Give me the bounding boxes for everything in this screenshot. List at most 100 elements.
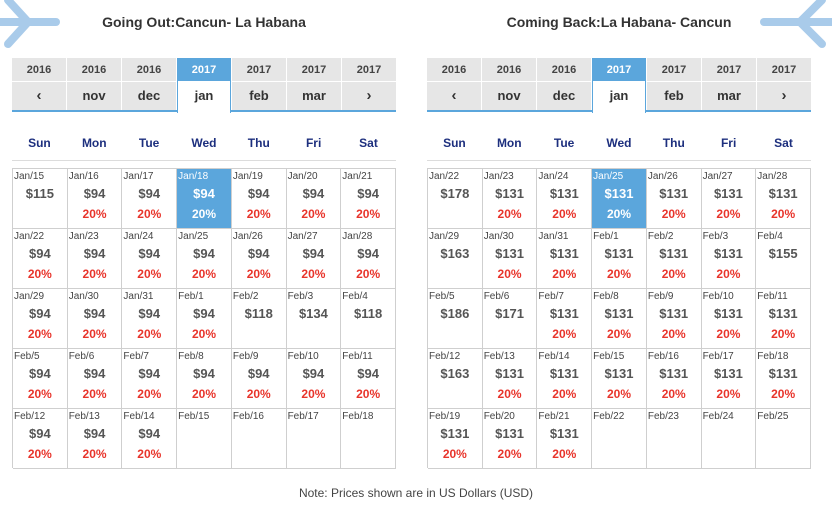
day-price: $131: [768, 186, 798, 201]
calendar-day-cell[interactable]: Feb/6 $171: [482, 289, 538, 349]
calendar-day-cell[interactable]: Jan/23 $131 20%: [482, 169, 538, 229]
month-tab-feb[interactable]: 2017 feb: [647, 58, 701, 110]
day-price: $131: [659, 186, 689, 201]
calendar-day-cell[interactable]: Feb/14 $131 20%: [537, 349, 593, 409]
calendar-day-cell[interactable]: Feb/11 $131 20%: [756, 289, 811, 349]
calendar-day-cell[interactable]: Feb/7 $131 20%: [537, 289, 593, 349]
prev-month-button[interactable]: 2016 ‹: [427, 58, 481, 110]
calendar-day-cell[interactable]: Feb/12 $94 20%: [13, 409, 68, 469]
calendar-day-cell[interactable]: Jan/27 $94 20%: [286, 229, 342, 289]
month-tab-feb[interactable]: 2017 feb: [232, 58, 286, 110]
calendar-day-cell[interactable]: Jan/15 $115: [13, 169, 68, 229]
calendar-day-cell[interactable]: Feb/15 $131 20%: [592, 349, 647, 409]
month-tab-mar[interactable]: 2017 mar: [287, 58, 341, 110]
calendar-day-cell[interactable]: Jan/28 $94 20%: [341, 229, 396, 289]
calendar-day-cell[interactable]: Feb/4 $118: [341, 289, 396, 349]
calendar-day-cell[interactable]: Feb/17 $131 20%: [701, 349, 757, 409]
calendar-day-cell[interactable]: Feb/16: [231, 409, 287, 469]
day-date: Jan/27: [702, 171, 733, 182]
day-price: $94: [138, 426, 161, 441]
calendar-day-cell[interactable]: Feb/19 $131 20%: [428, 409, 483, 469]
calendar-day-cell[interactable]: Feb/8 $94 20%: [177, 349, 232, 409]
calendar-day-cell[interactable]: Feb/5 $94 20%: [13, 349, 68, 409]
calendar-day-cell[interactable]: Feb/18 $131 20%: [756, 349, 811, 409]
month-tab-nov[interactable]: 2016 nov: [67, 58, 121, 110]
calendar-day-cell[interactable]: Feb/21 $131 20%: [537, 409, 593, 469]
calendar-day-cell[interactable]: Feb/24: [701, 409, 757, 469]
calendar-day-cell[interactable]: Feb/15: [177, 409, 232, 469]
calendar-day-cell[interactable]: Feb/6 $94 20%: [67, 349, 123, 409]
calendar-day-cell[interactable]: Jan/21 $94 20%: [341, 169, 396, 229]
month-tab-jan[interactable]: 2017 jan: [177, 58, 231, 113]
calendar-day-cell[interactable]: Jan/27 $131 20%: [701, 169, 757, 229]
calendar-day-cell[interactable]: Jan/18 $94 20%: [177, 169, 232, 229]
calendar-day-cell[interactable]: Feb/5 $186: [428, 289, 483, 349]
calendar-day-cell[interactable]: Feb/7 $94 20%: [122, 349, 178, 409]
calendar-day-cell[interactable]: Jan/23 $94 20%: [67, 229, 123, 289]
calendar-day-cell[interactable]: Feb/11 $94 20%: [341, 349, 396, 409]
calendar-day-cell[interactable]: Feb/2 $131 20%: [646, 229, 702, 289]
day-date: Feb/25: [757, 411, 789, 422]
calendar-day-cell[interactable]: Feb/17: [286, 409, 342, 469]
day-price: $118: [244, 306, 273, 321]
calendar-day-cell[interactable]: Jan/24 $94 20%: [122, 229, 178, 289]
calendar-day-cell[interactable]: Jan/31 $131 20%: [537, 229, 593, 289]
calendar-day-cell[interactable]: Feb/3 $131 20%: [701, 229, 757, 289]
calendar-day-cell[interactable]: Jan/25 $131 20%: [592, 169, 647, 229]
day-price: $94: [193, 246, 215, 261]
calendar-day-cell[interactable]: Jan/25 $94 20%: [177, 229, 232, 289]
calendar-day-cell[interactable]: Feb/3 $134: [286, 289, 342, 349]
day-price: $186: [440, 306, 470, 321]
discount-badge: 20%: [716, 267, 741, 281]
calendar-day-cell[interactable]: Jan/30 $131 20%: [482, 229, 538, 289]
month-tab-nov[interactable]: 2016 nov: [482, 58, 536, 110]
calendar-day-cell[interactable]: Feb/1 $94 20%: [177, 289, 232, 349]
month-tab-dec[interactable]: 2016 dec: [537, 58, 591, 110]
calendar-day-cell[interactable]: Jan/24 $131 20%: [537, 169, 593, 229]
calendar-day-cell[interactable]: Feb/9 $94 20%: [231, 349, 287, 409]
chevron-right-icon: ›: [366, 87, 372, 104]
calendar-day-cell[interactable]: Jan/17 $94 20%: [122, 169, 178, 229]
calendar-day-cell[interactable]: Jan/22 $94 20%: [13, 229, 68, 289]
month-tab-jan[interactable]: 2017 jan: [592, 58, 646, 113]
calendar-day-cell[interactable]: Feb/20 $131 20%: [482, 409, 538, 469]
day-price: $94: [193, 186, 215, 201]
calendar-day-cell[interactable]: Feb/9 $131 20%: [646, 289, 702, 349]
calendar-day-cell[interactable]: Feb/2 $118: [231, 289, 287, 349]
day-price: $131: [549, 186, 579, 201]
calendar-day-cell[interactable]: Jan/26 $94 20%: [231, 229, 287, 289]
calendar-day-cell[interactable]: Feb/23: [646, 409, 702, 469]
calendar-day-cell[interactable]: Feb/16 $131 20%: [646, 349, 702, 409]
calendar-day-cell[interactable]: Feb/4 $155: [756, 229, 811, 289]
calendar-day-cell[interactable]: Feb/25: [756, 409, 811, 469]
calendar-day-cell[interactable]: Jan/29 $94 20%: [13, 289, 68, 349]
calendar-day-cell[interactable]: Feb/13 $131 20%: [482, 349, 538, 409]
calendar-day-cell[interactable]: Feb/22: [592, 409, 647, 469]
month-tab-mar[interactable]: 2017 mar: [702, 58, 756, 110]
calendar-day-cell[interactable]: Feb/18: [341, 409, 396, 469]
calendar-day-cell[interactable]: Feb/1 $131 20%: [592, 229, 647, 289]
calendar-day-cell[interactable]: Jan/31 $94 20%: [122, 289, 178, 349]
month-tab-dec[interactable]: 2016 dec: [122, 58, 176, 110]
weekday-label: Thu: [662, 136, 685, 150]
calendar-day-cell[interactable]: Feb/13 $94 20%: [67, 409, 123, 469]
calendar-day-cell[interactable]: Jan/28 $131 20%: [756, 169, 811, 229]
next-month-button[interactable]: 2017 ›: [342, 58, 396, 110]
calendar-day-cell[interactable]: Feb/12 $163: [428, 349, 483, 409]
calendar-day-cell[interactable]: Jan/26 $131 20%: [646, 169, 702, 229]
calendar-day-cell[interactable]: Jan/22 $178: [428, 169, 483, 229]
calendar-day-cell[interactable]: Jan/16 $94 20%: [67, 169, 123, 229]
day-price: $94: [29, 306, 51, 321]
discount-badge: 20%: [552, 327, 577, 341]
calendar-day-cell[interactable]: Jan/20 $94 20%: [286, 169, 342, 229]
calendar-day-cell[interactable]: Jan/19 $94 20%: [231, 169, 287, 229]
calendar-day-cell[interactable]: Feb/8 $131 20%: [592, 289, 647, 349]
prev-month-button[interactable]: 2016 ‹: [12, 58, 66, 110]
next-month-button[interactable]: 2017 ›: [757, 58, 811, 110]
day-price: $94: [247, 246, 270, 261]
calendar-day-cell[interactable]: Jan/29 $163: [428, 229, 483, 289]
calendar-day-cell[interactable]: Feb/10 $94 20%: [286, 349, 342, 409]
calendar-day-cell[interactable]: Feb/14 $94 20%: [122, 409, 178, 469]
calendar-day-cell[interactable]: Jan/30 $94 20%: [67, 289, 123, 349]
calendar-day-cell[interactable]: Feb/10 $131 20%: [701, 289, 757, 349]
